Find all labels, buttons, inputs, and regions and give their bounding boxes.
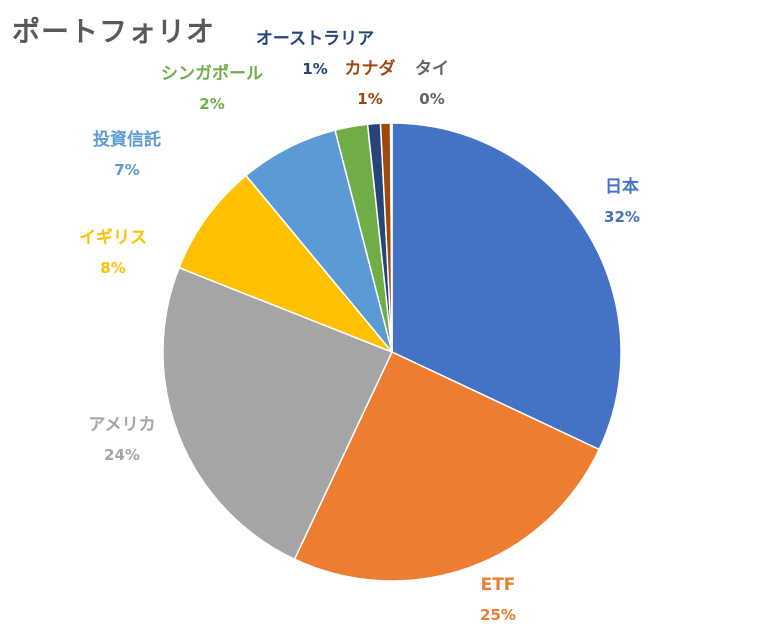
slice-percent-4: 7% bbox=[114, 161, 139, 179]
pie-slice-3 bbox=[178, 174, 393, 353]
slice-label-1: ETF bbox=[481, 575, 516, 595]
slice-percent-0: 32% bbox=[604, 208, 640, 226]
pie-slice-8 bbox=[389, 122, 393, 353]
slice-labels: 日本 32% ETF 25% アメリカ 24% イギリス 8% 投資信託 7% シンガポール 2% オー… bbox=[79, 29, 640, 624]
pie-slice-1 bbox=[293, 351, 601, 582]
slice-label-4: 投資信託 bbox=[93, 129, 161, 150]
chart-title: ポートフォリオ bbox=[12, 15, 216, 48]
slice-label-8: タイ bbox=[415, 59, 449, 79]
slice-label-7: カナダ bbox=[345, 58, 396, 79]
slice-label-2: アメリカ bbox=[88, 415, 155, 435]
slice-percent-3: 8% bbox=[100, 259, 125, 277]
slice-percent-5: 2% bbox=[199, 95, 224, 113]
slice-percent-2: 24% bbox=[104, 446, 140, 464]
pie-slice-0 bbox=[391, 122, 622, 451]
slice-label-3: イギリス bbox=[79, 228, 147, 248]
slice-percent-8: 0% bbox=[419, 90, 444, 108]
slice-percent-7: 1% bbox=[357, 90, 382, 108]
slice-percent-6: 1% bbox=[302, 60, 327, 78]
pie-slice-2 bbox=[162, 266, 394, 561]
pie-slices bbox=[162, 122, 622, 582]
slice-label-0: 日本 bbox=[605, 176, 639, 197]
slice-label-5: シンガポール bbox=[161, 63, 263, 84]
slice-percent-1: 25% bbox=[480, 606, 516, 624]
slice-label-6: オーストラリア bbox=[256, 29, 374, 49]
